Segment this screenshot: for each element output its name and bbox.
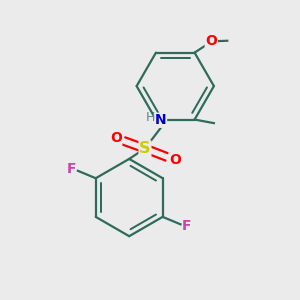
- Text: N: N: [155, 113, 167, 127]
- Text: H: H: [145, 111, 155, 124]
- Text: F: F: [182, 219, 191, 233]
- Text: S: S: [139, 141, 151, 156]
- Text: F: F: [67, 162, 77, 176]
- Text: O: O: [205, 34, 217, 48]
- Text: O: O: [169, 153, 181, 167]
- Text: O: O: [110, 131, 122, 145]
